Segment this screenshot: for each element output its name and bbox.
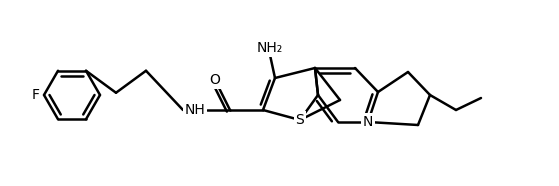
Text: NH₂: NH₂ — [257, 41, 283, 55]
Text: S: S — [296, 113, 304, 127]
Text: F: F — [32, 88, 40, 102]
Text: O: O — [210, 73, 220, 87]
Text: NH: NH — [184, 103, 205, 117]
Text: N: N — [363, 115, 373, 129]
